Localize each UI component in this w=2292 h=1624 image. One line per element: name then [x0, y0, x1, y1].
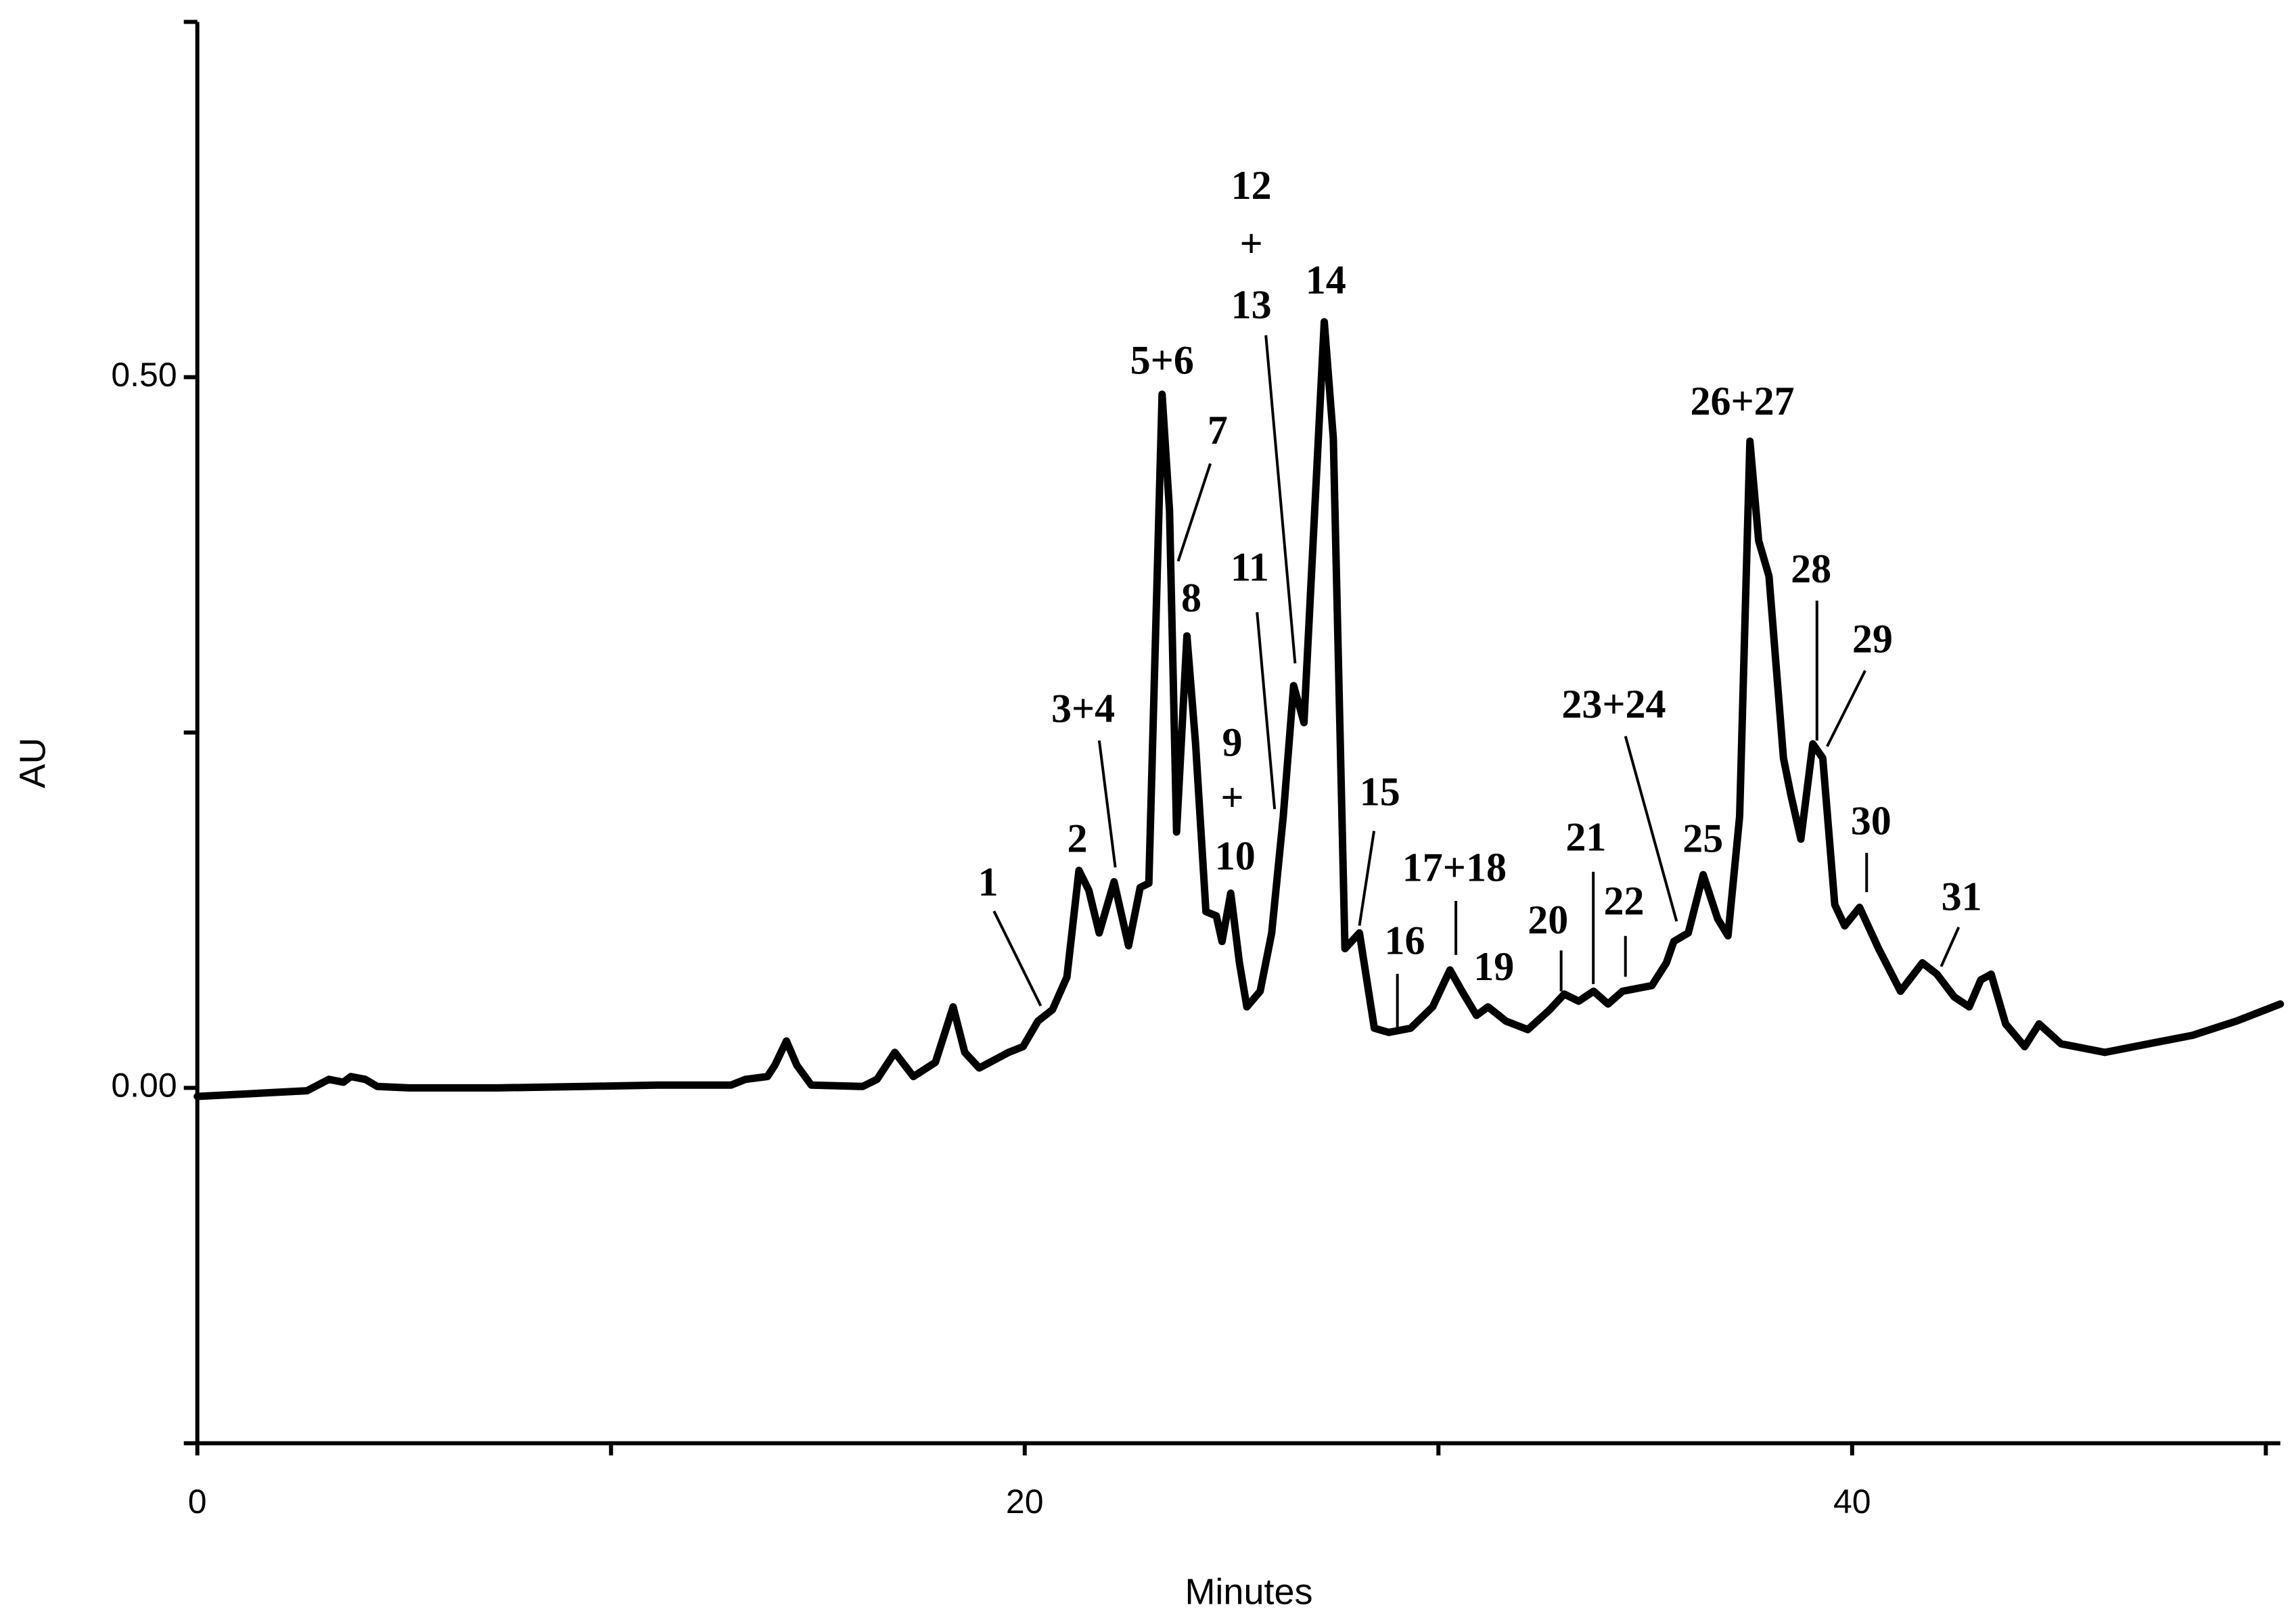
x-tick-label: 20 [1006, 1483, 1044, 1521]
y-tick-label: 0.00 [111, 1067, 177, 1105]
peak-label: 2 [1067, 816, 1087, 861]
peak-pointer [1256, 612, 1277, 810]
peak-label: 23+24 [1561, 682, 1666, 726]
peak-pointer [1358, 831, 1376, 926]
y-axis-title: AU [12, 737, 53, 788]
peak-label: 1 [978, 860, 999, 904]
peak-label: 10 [1215, 833, 1256, 878]
peak-label: 31 [1942, 875, 1982, 919]
peak-pointer [1624, 735, 1678, 922]
peak-label: 7 [1208, 408, 1228, 453]
peak-label: 13 [1231, 283, 1272, 327]
peak-label: 20 [1528, 898, 1568, 942]
peak-pointer [1940, 926, 1961, 967]
peak-label: 21 [1565, 814, 1606, 859]
peak-label: 22 [1604, 879, 1645, 923]
peak-label: 17+18 [1402, 845, 1507, 890]
chromatogram-line [193, 318, 2285, 1100]
peak-label: 29 [1852, 616, 1893, 661]
peak-label: 26+27 [1690, 379, 1794, 423]
peak-label: 12 [1231, 163, 1272, 208]
peak-label: + [1220, 775, 1243, 820]
peak-pointer [1176, 463, 1212, 562]
x-tick-label: 0 [188, 1483, 207, 1521]
x-axis-title: Minutes [1185, 1571, 1312, 1612]
x-tick-label: 40 [1833, 1483, 1871, 1521]
peak-pointer [992, 910, 1042, 1007]
peak-label: 28 [1791, 547, 1831, 591]
peak-pointer [1826, 670, 1866, 747]
peak-label: + [1239, 221, 1262, 266]
peak-label: 5+6 [1130, 338, 1194, 383]
peak-label: 11 [1231, 545, 1269, 590]
peak-label: 9 [1222, 720, 1242, 764]
peak-label: 8 [1181, 576, 1201, 620]
peak-label: 14 [1306, 258, 1346, 302]
peak-label: 19 [1473, 944, 1514, 989]
peak-label: 30 [1851, 799, 1892, 843]
y-tick-label: 0.50 [111, 356, 177, 394]
peak-pointer [1097, 740, 1117, 868]
peak-label: 16 [1384, 918, 1425, 962]
peak-label: 25 [1682, 816, 1723, 861]
peak-pointer [1264, 335, 1297, 664]
peak-label: 3+4 [1051, 687, 1115, 731]
peak-label: 15 [1360, 770, 1400, 814]
